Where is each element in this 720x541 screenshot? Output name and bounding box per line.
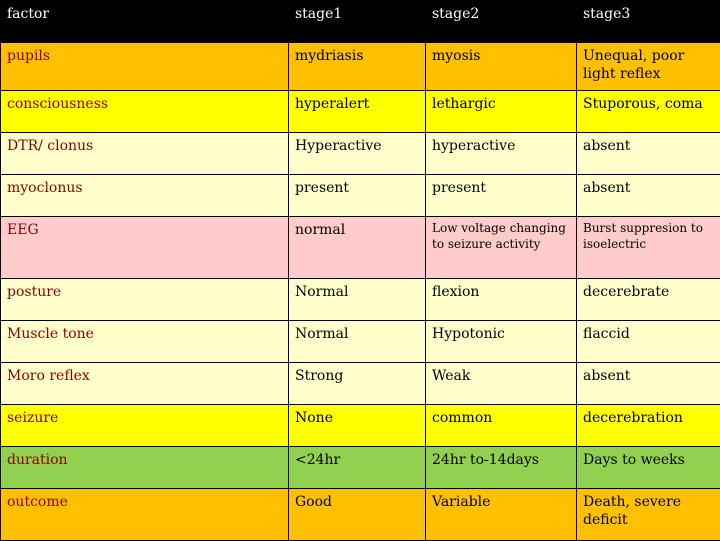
stage2-cell: myosis xyxy=(426,43,577,91)
stage2-cell: flexion xyxy=(426,279,577,321)
table-row: seizure None common decerebration xyxy=(1,405,720,447)
stage2-cell: Variable xyxy=(426,489,577,541)
stage2-cell: Hypotonic xyxy=(426,321,577,363)
table-row: pupils mydriasis myosis Unequal, poor li… xyxy=(1,43,720,91)
factor-cell: consciousness xyxy=(1,91,289,133)
stage1-cell: <24hr xyxy=(289,447,426,489)
stage1-cell: None xyxy=(289,405,426,447)
stage1-cell: Normal xyxy=(289,321,426,363)
stage2-cell: Low voltage changing to seizure activity xyxy=(426,217,577,279)
factor-cell: seizure xyxy=(1,405,289,447)
stage3-cell: Death, severe deficit xyxy=(577,489,720,541)
table-row: EEG normal Low voltage changing to seizu… xyxy=(1,217,720,279)
stage1-cell: hyperalert xyxy=(289,91,426,133)
stage3-cell: absent xyxy=(577,175,720,217)
factor-cell: myoclonus xyxy=(1,175,289,217)
stage3-cell: decerebrate xyxy=(577,279,720,321)
stage2-cell: Weak xyxy=(426,363,577,405)
stage2-cell: 24hr to-14days xyxy=(426,447,577,489)
table-row: duration <24hr 24hr to-14days Days to we… xyxy=(1,447,720,489)
stage1-cell: present xyxy=(289,175,426,217)
stage1-cell: normal xyxy=(289,217,426,279)
header-cell-stage3: stage3 xyxy=(577,1,720,43)
table-row: Moro reflex Strong Weak absent xyxy=(1,363,720,405)
stage3-cell: absent xyxy=(577,133,720,175)
stage3-cell: Days to weeks xyxy=(577,447,720,489)
stage3-cell: flaccid xyxy=(577,321,720,363)
table-row: outcome Good Variable Death, severe defi… xyxy=(1,489,720,541)
factor-cell: pupils xyxy=(1,43,289,91)
header-cell-stage1: stage1 xyxy=(289,1,426,43)
table-row: myoclonus present present absent xyxy=(1,175,720,217)
factor-cell: posture xyxy=(1,279,289,321)
stage3-cell: Stuporous, coma xyxy=(577,91,720,133)
factor-cell: duration xyxy=(1,447,289,489)
table-row: posture Normal flexion decerebrate xyxy=(1,279,720,321)
stage1-cell: Hyperactive xyxy=(289,133,426,175)
table-row: Muscle tone Normal Hypotonic flaccid xyxy=(1,321,720,363)
stage1-cell: Good xyxy=(289,489,426,541)
factor-cell: Moro reflex xyxy=(1,363,289,405)
factor-cell: Muscle tone xyxy=(1,321,289,363)
stage1-cell: Normal xyxy=(289,279,426,321)
stage3-cell: decerebration xyxy=(577,405,720,447)
table-row: DTR/ clonus Hyperactive hyperactive abse… xyxy=(1,133,720,175)
factor-cell: outcome xyxy=(1,489,289,541)
factor-cell: EEG xyxy=(1,217,289,279)
stage2-cell: hyperactive xyxy=(426,133,577,175)
header-row: factor stage1 stage2 stage3 xyxy=(1,1,720,43)
header-cell-stage2: stage2 xyxy=(426,1,577,43)
factor-cell: DTR/ clonus xyxy=(1,133,289,175)
stage2-cell: lethargic xyxy=(426,91,577,133)
stage2-cell: present xyxy=(426,175,577,217)
stage1-cell: Strong xyxy=(289,363,426,405)
stage3-cell: absent xyxy=(577,363,720,405)
stage2-cell: common xyxy=(426,405,577,447)
stage3-cell: Unequal, poor light reflex xyxy=(577,43,720,91)
stage1-cell: mydriasis xyxy=(289,43,426,91)
stage3-cell: Burst suppresion to isoelectric xyxy=(577,217,720,279)
table-row: consciousness hyperalert lethargic Stupo… xyxy=(1,91,720,133)
header-cell-factor: factor xyxy=(1,1,289,43)
